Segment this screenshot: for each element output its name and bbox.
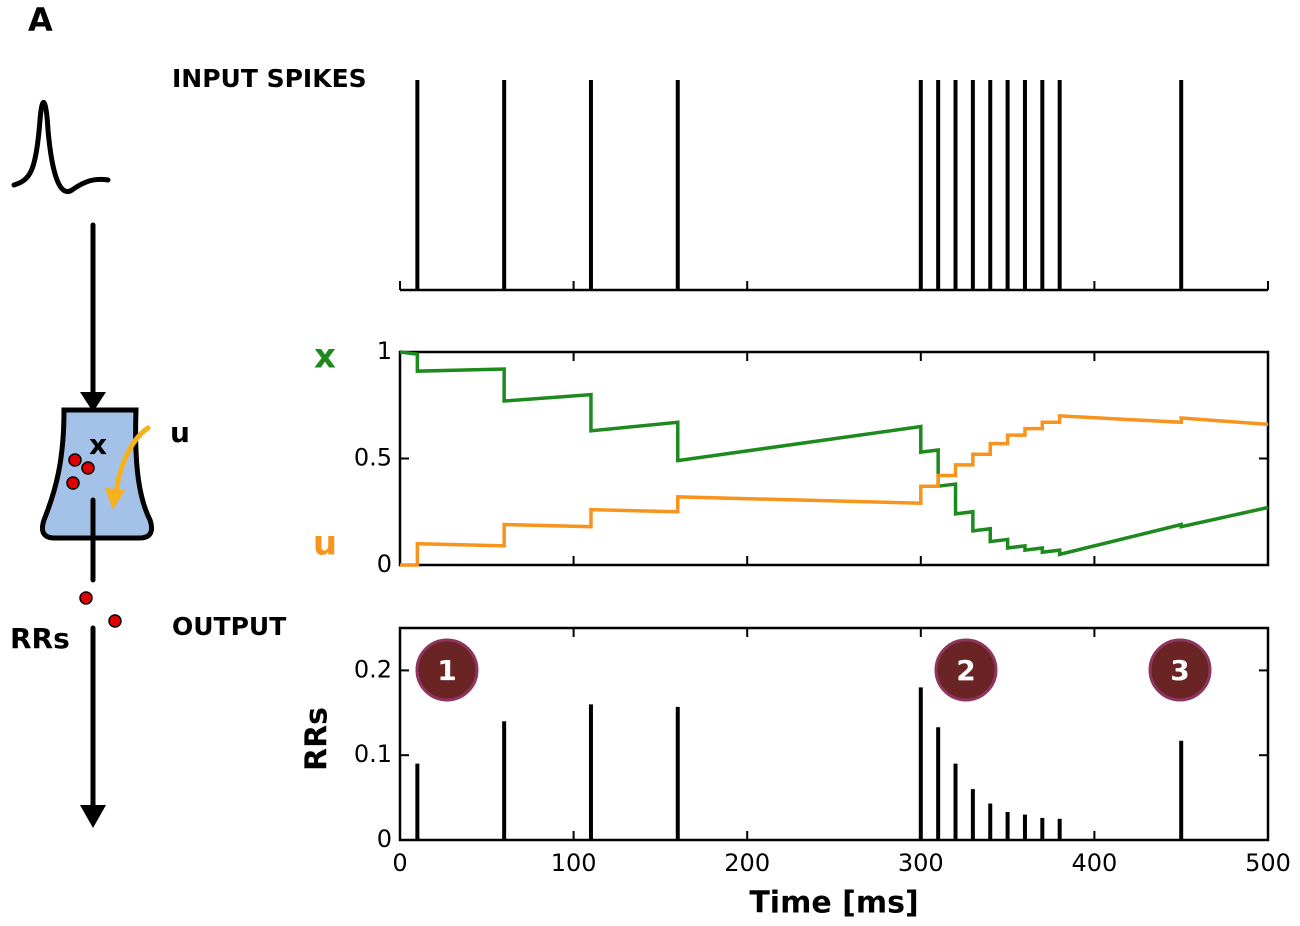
spike-waveform bbox=[11, 99, 111, 194]
chart-title: INPUT SPIKES bbox=[172, 64, 367, 93]
pool-label: x bbox=[89, 428, 107, 461]
usage-label: u bbox=[170, 416, 190, 449]
y-tick-label: 0.1 bbox=[354, 740, 392, 768]
y-tick-label: 0 bbox=[377, 550, 392, 578]
x-tick-label: 500 bbox=[1245, 849, 1291, 877]
vesicle bbox=[81, 461, 95, 475]
annotation: 1 bbox=[437, 654, 456, 687]
legend-label: x bbox=[314, 337, 336, 377]
synapse-diagram bbox=[11, 99, 155, 828]
x-tick-label: 0 bbox=[392, 849, 407, 877]
annotation: 3 bbox=[1170, 654, 1189, 687]
series-line bbox=[400, 414, 1269, 567]
chart-title: OUTPUT bbox=[172, 612, 286, 641]
plot-frame bbox=[398, 626, 1270, 842]
y-tick-label: 0.2 bbox=[354, 655, 392, 683]
series-line bbox=[399, 350, 1269, 557]
y-tick-label: 1 bbox=[377, 337, 392, 365]
y-axis-label: RRs bbox=[300, 707, 335, 771]
x-tick-label: 200 bbox=[724, 849, 770, 877]
legend-label: u bbox=[313, 524, 337, 564]
annotation-badge bbox=[1148, 638, 1212, 702]
vesicles bbox=[66, 453, 122, 628]
arrow-head bbox=[80, 392, 106, 412]
vesicle bbox=[68, 453, 82, 467]
annotation-badge bbox=[934, 638, 998, 702]
usage-arrow bbox=[113, 425, 151, 498]
vesicle bbox=[66, 476, 80, 490]
vesicle bbox=[79, 591, 93, 605]
y-tick-label: 0.5 bbox=[354, 444, 392, 472]
annotation-badge bbox=[415, 638, 479, 702]
x-tick-label: 300 bbox=[898, 849, 944, 877]
vesicle-pool bbox=[39, 407, 155, 541]
x-tick-label: 100 bbox=[551, 849, 597, 877]
arrow-head bbox=[80, 805, 106, 828]
plot-frame bbox=[398, 350, 1270, 567]
output-label: RRs bbox=[10, 622, 70, 655]
x-axis-label: Time [ms] bbox=[749, 886, 918, 921]
x-tick-label: 400 bbox=[1071, 849, 1117, 877]
y-tick-label: 0 bbox=[377, 825, 392, 853]
annotation: 2 bbox=[956, 654, 975, 687]
panel-label: A bbox=[28, 1, 53, 39]
vesicle bbox=[108, 614, 122, 628]
usage-arrow-head bbox=[105, 488, 125, 510]
